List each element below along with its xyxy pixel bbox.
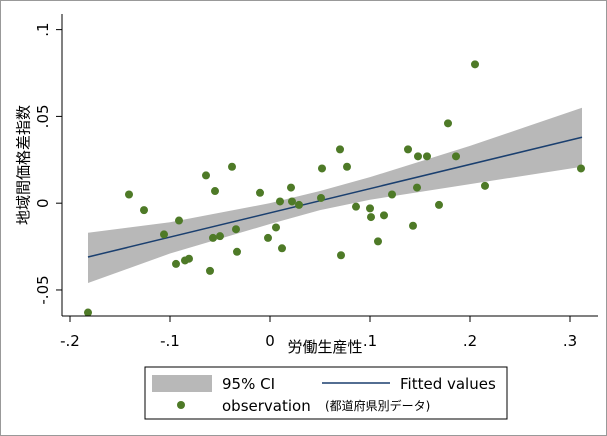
- point: [367, 213, 375, 222]
- x-tick-label: 0: [265, 332, 275, 350]
- point: [209, 233, 217, 242]
- point: [125, 190, 133, 199]
- point: [232, 225, 240, 234]
- point: [288, 197, 296, 206]
- point: [278, 244, 286, 253]
- y-tick-label: .05: [34, 104, 52, 128]
- legend-label: 95% CI: [222, 375, 275, 393]
- point: [452, 152, 460, 161]
- y-tick-label: 0: [34, 198, 52, 208]
- point: [380, 211, 388, 220]
- y-axis-title: 地域間価格差指数: [15, 105, 33, 225]
- x-tick-label: .1: [363, 332, 377, 350]
- point: [577, 164, 585, 173]
- point: [444, 119, 452, 128]
- point: [211, 187, 219, 196]
- legend-swatch: [152, 375, 212, 392]
- point: [256, 188, 264, 197]
- point: [343, 162, 351, 171]
- point: [409, 221, 417, 230]
- x-tick-label: .3: [563, 332, 577, 350]
- point: [317, 193, 325, 202]
- point: [287, 183, 295, 192]
- point: [216, 232, 224, 241]
- x-tick-label: .2: [463, 332, 477, 350]
- point: [337, 251, 345, 260]
- legend-label: observation: [222, 397, 311, 415]
- legend-swatch: [177, 401, 185, 409]
- point: [366, 204, 374, 213]
- point: [318, 164, 326, 173]
- point: [228, 162, 236, 171]
- point: [172, 259, 180, 268]
- point: [84, 308, 92, 317]
- y-tick-label: .1: [34, 22, 52, 36]
- point: [276, 197, 284, 206]
- legend-label: Fitted values: [400, 375, 496, 393]
- fitted-line: [87, 136, 583, 258]
- legend-note: (都道府県別データ): [325, 398, 430, 413]
- point: [388, 190, 396, 199]
- point: [175, 216, 183, 225]
- point: [413, 183, 421, 192]
- point: [272, 223, 280, 232]
- point: [336, 145, 344, 154]
- point: [404, 145, 412, 154]
- point: [374, 237, 382, 246]
- point: [202, 171, 210, 180]
- point: [435, 200, 443, 209]
- y-tick-label: -.05: [34, 275, 52, 304]
- point: [185, 254, 193, 263]
- point: [206, 266, 214, 275]
- point: [471, 60, 479, 69]
- point: [295, 200, 303, 209]
- x-tick-label: -.1: [160, 332, 180, 350]
- point: [140, 206, 148, 215]
- x-axis-title: 労働生産性: [287, 338, 362, 356]
- point: [233, 247, 241, 256]
- point: [414, 152, 422, 161]
- point: [160, 230, 168, 239]
- x-tick-label: -.2: [60, 332, 80, 350]
- point: [423, 152, 431, 161]
- point: [264, 233, 272, 242]
- point: [352, 202, 360, 211]
- point: [481, 181, 489, 190]
